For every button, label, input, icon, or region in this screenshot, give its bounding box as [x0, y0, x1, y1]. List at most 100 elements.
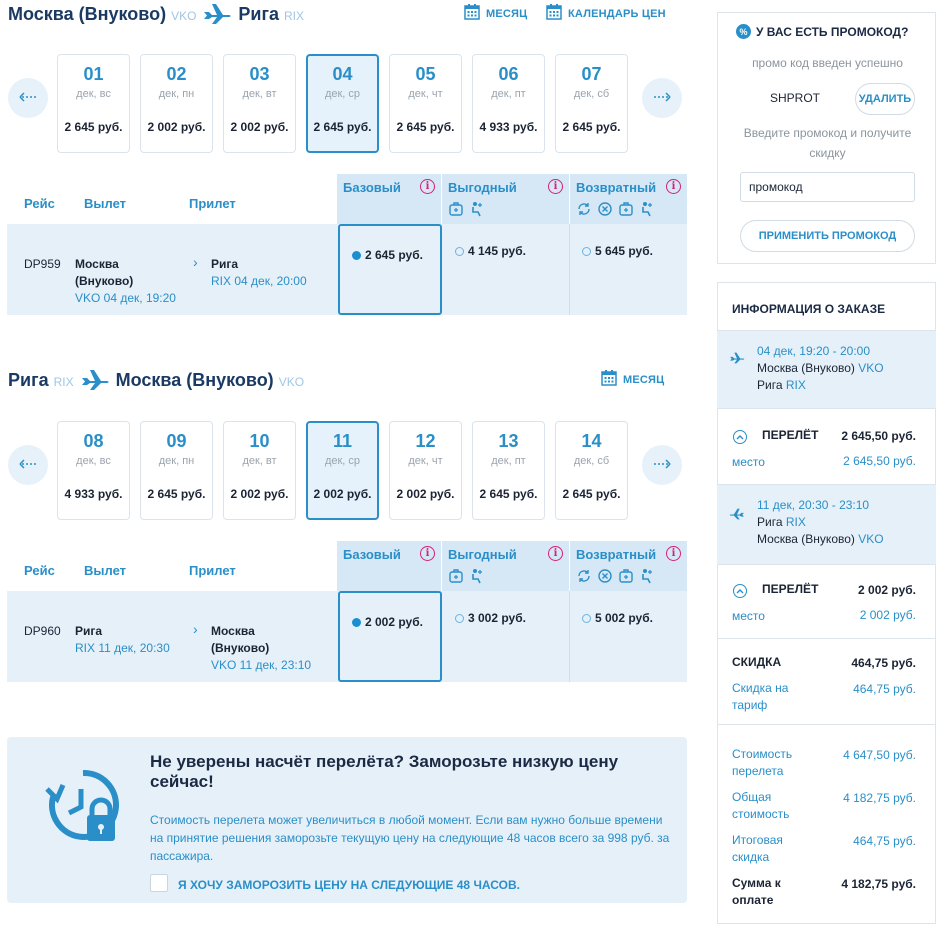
fare-option-return[interactable]: 5 002 руб.: [570, 591, 687, 682]
chevron-up-icon[interactable]: [733, 430, 747, 444]
totals-section: Стоимость перелета 4 647,50 руб. Общая с…: [717, 725, 936, 923]
date-card[interactable]: 02 дек, пн 2 002 руб.: [140, 54, 213, 153]
date-number: 04: [332, 64, 353, 84]
date-card[interactable]: 03 дек, вт 2 002 руб.: [223, 54, 296, 153]
date-card[interactable]: 05 дек, чт 2 645 руб.: [389, 54, 462, 153]
tariff-discount-label: Скидка на тариф: [732, 681, 789, 712]
city: Рига: [757, 515, 783, 529]
baggage-icon: [448, 201, 464, 222]
date-card[interactable]: 14 дек, сб 2 645 руб.: [555, 421, 628, 520]
header-flight: Рейс: [24, 563, 55, 578]
freeze-title: Не уверены насчёт перелёта? Заморозьте н…: [150, 752, 619, 791]
date-weekday: дек, ср: [324, 88, 361, 100]
flight-price: 2 645,50 руб.: [841, 429, 916, 443]
fare-option-value[interactable]: 3 002 руб.: [443, 591, 569, 682]
info-icon[interactable]: i: [666, 179, 681, 194]
date-card[interactable]: 06 дек, пт 4 933 руб.: [472, 54, 545, 153]
date-price: 2 002 руб.: [230, 120, 289, 134]
date-number: 02: [166, 64, 187, 84]
date-card[interactable]: 09 дек, пн 2 645 руб.: [140, 421, 213, 520]
promo-code: SHPROT: [770, 91, 821, 105]
month-link-label: МЕСЯЦ: [623, 373, 665, 386]
order-info-title: ИНФОРМАЦИЯ О ЗАКАЗЕ: [732, 302, 886, 316]
freeze-checkbox[interactable]: [150, 874, 168, 892]
freeze-checkbox-label[interactable]: Я ХОЧУ ЗАМОРОЗИТЬ ЦЕНУ НА СЛЕДУЮЩИЕ 48 Ч…: [178, 878, 520, 892]
info-icon[interactable]: i: [666, 546, 681, 561]
outbound-summary: 04 дек, 19:20 - 20:00 Москва (Внуково) V…: [717, 331, 936, 409]
date-weekday: дек, вс: [76, 455, 111, 467]
outbound-from-city: Москва (Внуково): [8, 3, 167, 24]
next-dates-button[interactable]: [642, 78, 682, 118]
freeze-price-panel: Не уверены насчёт перелёта? Заморозьте н…: [7, 737, 687, 903]
prev-dates-button[interactable]: [8, 445, 48, 485]
chevron-right-icon: ›: [193, 254, 198, 270]
arrow-left-icon: [18, 456, 38, 474]
divider: [569, 591, 570, 682]
plane-icon: [729, 507, 745, 526]
date-number: 01: [83, 64, 104, 84]
info-icon[interactable]: i: [548, 546, 563, 561]
info-icon[interactable]: i: [420, 546, 435, 561]
outbound-month-link[interactable]: МЕСЯЦ: [464, 4, 527, 23]
seat-select-icon: [469, 568, 485, 589]
date-card[interactable]: 13 дек, пт 2 645 руб.: [472, 421, 545, 520]
price-calendar-label: КАЛЕНДАРЬ ЦЕН: [568, 7, 666, 20]
date-card[interactable]: 01 дек, вс 2 645 руб.: [57, 54, 130, 153]
fare-option-basic-selected[interactable]: 2 002 руб.: [338, 591, 442, 682]
seat-price: 2 002 руб.: [859, 608, 916, 622]
header-flight: Рейс: [24, 196, 55, 211]
fare-title: Выгодный: [448, 180, 517, 195]
fare-option-return[interactable]: 5 645 руб.: [570, 224, 687, 315]
calendar-icon: [601, 370, 623, 389]
outbound-time: 04 дек, 19:20 - 20:00: [757, 344, 870, 358]
fare-option-basic-selected[interactable]: 2 645 руб.: [338, 224, 442, 315]
fare-price-text: 5 645 руб.: [595, 244, 653, 258]
date-card[interactable]: 10 дек, вт 2 002 руб.: [223, 421, 296, 520]
inbound-route-header: Рига RIX Москва (Внуково) VKO: [8, 366, 304, 394]
code: VKO: [858, 532, 884, 546]
fare-title: Возвратный: [576, 180, 657, 195]
info-icon[interactable]: i: [420, 179, 435, 194]
inbound-month-link[interactable]: МЕСЯЦ: [601, 370, 664, 389]
date-weekday: дек, чт: [408, 88, 443, 100]
outbound-from: Москва (Внуково) VKO: [757, 360, 884, 377]
fare-price: 3 002 руб.: [455, 611, 526, 625]
order-info-header: ИНФОРМАЦИЯ О ЗАКАЗЕ: [717, 283, 936, 331]
price-calendar-link[interactable]: КАЛЕНДАРЬ ЦЕН: [546, 4, 666, 23]
info-icon[interactable]: i: [548, 179, 563, 194]
chevron-up-icon[interactable]: [733, 584, 747, 598]
fare-option-value[interactable]: 4 145 руб.: [443, 224, 569, 315]
inbound-price-breakdown: ПЕРЕЛЁТ 2 002 руб. место 2 002 руб.: [717, 565, 936, 639]
clock-lock-icon: [43, 767, 119, 852]
date-number: 14: [581, 431, 602, 451]
date-card[interactable]: 12 дек, чт 2 002 руб.: [389, 421, 462, 520]
date-price: 2 002 руб.: [396, 487, 455, 501]
promo-success-text: промо код введен успешно: [752, 56, 903, 70]
baggage-icon: [618, 201, 634, 222]
prev-dates-button[interactable]: [8, 78, 48, 118]
code: RIX: [785, 378, 806, 392]
inbound-from-city: Рига: [8, 369, 49, 390]
promo-panel: % У ВАС ЕСТЬ ПРОМОКОД? промо код введен …: [717, 12, 936, 264]
freeze-description: Стоимость перелета может увеличиться в л…: [150, 813, 670, 863]
date-card-selected[interactable]: 04 дек, ср 2 645 руб.: [306, 54, 379, 153]
arrival-city: Москва (Внуково): [211, 624, 270, 655]
apply-promo-button[interactable]: ПРИМЕНИТЬ ПРОМОКОД: [740, 220, 915, 252]
fare-price: 4 145 руб.: [455, 244, 526, 258]
promo-input[interactable]: промокод: [740, 172, 915, 202]
discount-badge-icon: %: [736, 24, 751, 39]
flight-cost-label: Стоимость перелета: [732, 747, 793, 778]
departure-info: RIX 11 дек, 20:30: [75, 641, 170, 655]
date-card-selected[interactable]: 11 дек, ср 2 002 руб.: [306, 421, 379, 520]
delete-promo-button[interactable]: УДАЛИТЬ: [855, 83, 915, 115]
date-price: 2 645 руб.: [479, 487, 538, 501]
date-weekday: дек, вт: [242, 455, 277, 467]
inbound-from-code: RIX: [53, 374, 74, 389]
plane-icon: [729, 351, 745, 370]
fare-title: Возвратный: [576, 547, 657, 562]
next-dates-button[interactable]: [642, 445, 682, 485]
date-weekday: дек, ср: [324, 455, 361, 467]
chevron-right-icon: ›: [193, 621, 198, 637]
date-card[interactable]: 07 дек, сб 2 645 руб.: [555, 54, 628, 153]
date-card[interactable]: 08 дек, вс 4 933 руб.: [57, 421, 130, 520]
